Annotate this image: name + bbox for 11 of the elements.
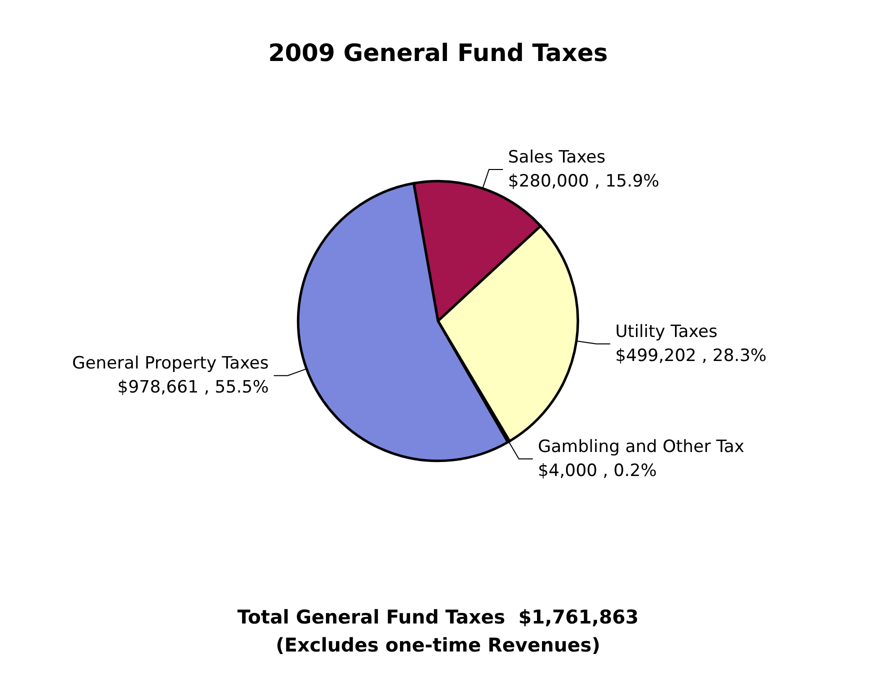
data-label: $4,000 , 0.2% — [538, 460, 657, 481]
data-label: $499,202 , 28.3% — [615, 346, 767, 366]
slice-label: General Property Taxes — [72, 354, 269, 374]
slice-label: Sales Taxes — [508, 148, 606, 168]
slice-label: Gambling and Other Tax — [538, 436, 744, 457]
data-label: $978,661 , 55.5% — [117, 378, 269, 398]
data-label: $280,000 , 15.9% — [508, 172, 660, 192]
text: Total General Fund Taxes $1,761,863 — [237, 606, 639, 628]
slice-label: Utility Taxes — [615, 322, 718, 342]
chart-title: 2009 General Fund Taxes — [268, 39, 608, 67]
text: (Excludes one-time Revenues) — [276, 634, 600, 656]
